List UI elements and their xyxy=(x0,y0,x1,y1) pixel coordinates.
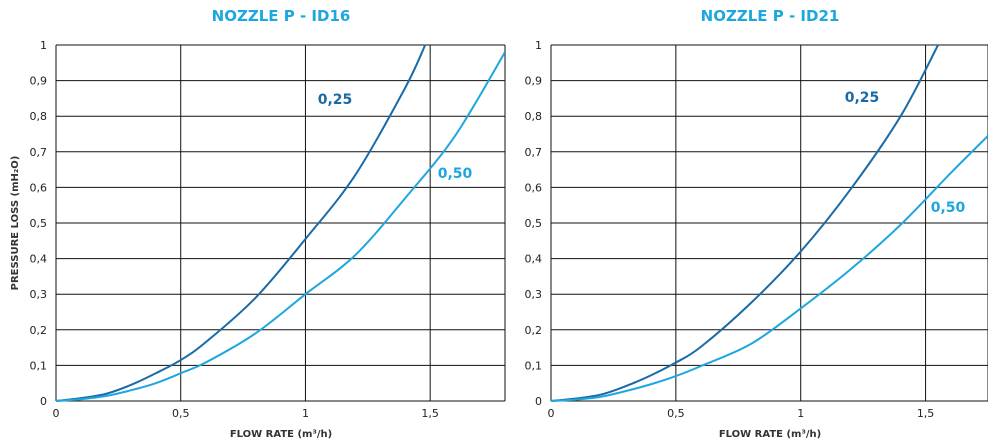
y-tick-label: 0,2 xyxy=(30,324,48,337)
series-label-1: 0,25 xyxy=(845,90,880,106)
series-line-2 xyxy=(551,135,988,402)
series-line-1 xyxy=(56,44,427,402)
y-tick-label: 0 xyxy=(40,395,47,408)
x-tick-label: 0 xyxy=(548,407,555,420)
chart-title: NOZZLE P - ID21 xyxy=(701,7,840,25)
series-label-2: 0,50 xyxy=(438,166,473,182)
y-tick-label: 0,5 xyxy=(525,217,543,230)
y-tick-label: 0,4 xyxy=(30,253,48,266)
x-tick-label: 1,5 xyxy=(421,407,439,420)
y-tick-label: 0,7 xyxy=(525,146,543,159)
y-tick-label: 0,4 xyxy=(525,253,543,266)
chart-2: NOZZLE P - ID21 0 0,1 0,2 0,3 0,4 0,5 0,6 0,7 0,8… xyxy=(525,7,988,440)
chart-title: NOZZLE P - ID16 xyxy=(212,7,351,25)
y-tick-label: 0,6 xyxy=(30,181,48,194)
chart-1: NOZZLE P - ID16 0 0,1 0,2 0,3 0,4 0,5 0,6 0,7 0,8… xyxy=(10,7,506,440)
series-line-1 xyxy=(551,44,939,402)
series-label-1: 0,25 xyxy=(318,92,353,108)
y-tick-label: 0,1 xyxy=(30,359,48,372)
y-tick-label: 0,8 xyxy=(525,110,543,123)
x-tick-label: 0 xyxy=(53,407,60,420)
y-tick-label: 0,9 xyxy=(525,75,543,88)
x-axis-label: FLOW RATE (m³/h) xyxy=(230,429,332,440)
y-tick-label: 0 xyxy=(535,395,542,408)
y-tick-label: 0,1 xyxy=(525,359,543,372)
y-tick-label: 0,9 xyxy=(30,75,48,88)
y-tick-label: 1 xyxy=(535,39,542,52)
x-tick-label: 1,5 xyxy=(917,407,935,420)
x-axis-label: FLOW RATE (m³/h) xyxy=(719,429,821,440)
y-tick-label: 0,3 xyxy=(30,288,48,301)
y-axis-label: PRESSURE LOSS (mH₂O) xyxy=(10,156,21,291)
y-tick-label: 0,5 xyxy=(30,217,48,230)
y-tick-label: 0,7 xyxy=(30,146,48,159)
x-tick-label: 1 xyxy=(797,407,804,420)
y-tick-label: 0,3 xyxy=(525,288,543,301)
y-tick-label: 0,8 xyxy=(30,110,48,123)
y-tick-label: 0,6 xyxy=(525,181,543,194)
y-tick-label: 0,2 xyxy=(525,324,543,337)
x-tick-label: 0,5 xyxy=(667,407,685,420)
x-tick-label: 0,5 xyxy=(172,407,190,420)
series-label-2: 0,50 xyxy=(931,200,966,216)
x-tick-label: 1 xyxy=(302,407,309,420)
series-line-2 xyxy=(56,51,505,402)
y-tick-label: 1 xyxy=(40,39,47,52)
